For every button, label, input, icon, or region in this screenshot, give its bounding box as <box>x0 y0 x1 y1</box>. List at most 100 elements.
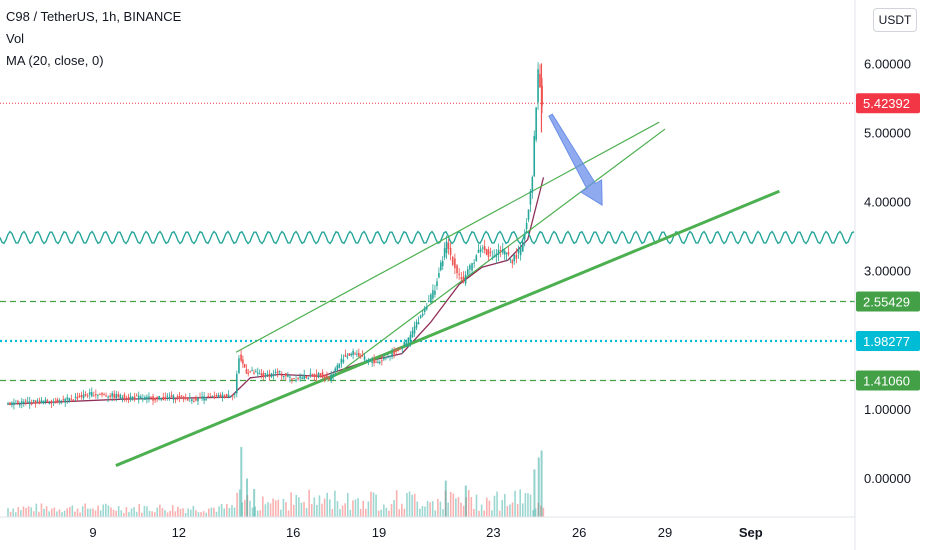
candle-body <box>103 393 105 395</box>
volume-bar <box>40 503 43 517</box>
price-badge-label: 1.98277 <box>863 334 910 349</box>
candle-body <box>373 359 375 364</box>
volume-bar <box>393 500 395 517</box>
candle-body <box>19 404 21 406</box>
candle-body <box>105 395 107 397</box>
candle-body <box>361 354 364 356</box>
volume-bar <box>138 504 141 517</box>
candle-body <box>365 359 368 361</box>
candle-body <box>50 400 53 404</box>
candle-body <box>9 402 11 405</box>
volume-bar <box>496 491 498 517</box>
volume-bar <box>401 503 403 517</box>
candle-body <box>405 342 408 347</box>
candle-body <box>82 394 85 399</box>
volume-bar <box>516 504 519 517</box>
volume-label[interactable]: Vol <box>6 31 25 46</box>
candle-body <box>430 294 432 303</box>
volume-bar <box>267 502 269 517</box>
candle-body <box>377 361 379 363</box>
candle-body <box>466 269 469 276</box>
volume-bar <box>215 511 218 517</box>
candle-body <box>387 356 389 358</box>
volume-bar <box>429 502 431 517</box>
price-axis[interactable]: 6.00000 5.00000 4.00000 3.00000 1.00000 0.000… <box>854 0 911 550</box>
volume-bar <box>364 508 367 517</box>
volume-bar <box>30 507 32 517</box>
volume-bar <box>125 507 128 517</box>
volume-bar <box>310 503 313 517</box>
candle-body <box>40 400 43 404</box>
volume-spike <box>240 447 243 517</box>
volume-bar <box>231 505 233 517</box>
candle-body <box>88 392 91 395</box>
volume-bar <box>236 492 238 517</box>
volume-bar <box>17 507 20 517</box>
candle-body <box>22 401 25 404</box>
volume-bar <box>195 510 197 517</box>
volume-spike <box>537 457 540 517</box>
volume-bar <box>357 498 359 517</box>
volume-bar <box>213 507 215 517</box>
candle-body <box>119 394 122 399</box>
time-axis[interactable]: 9 12 16 19 23 26 29 Sep <box>0 516 855 540</box>
indicator-label[interactable]: MA (20, close, 0) <box>6 53 104 68</box>
candle-body <box>413 326 416 334</box>
volume-bar <box>128 512 130 517</box>
candle-body <box>338 363 341 369</box>
candle-body <box>133 396 136 400</box>
candle-body <box>127 396 130 399</box>
candle-body <box>268 373 271 378</box>
volume-bar <box>321 503 323 517</box>
candle-body <box>527 209 530 220</box>
candle-body <box>497 249 500 255</box>
price-badge-level <box>856 370 920 391</box>
volume-bar <box>408 491 411 517</box>
candle-body <box>131 396 134 400</box>
candle-body <box>428 300 430 303</box>
volume-bar <box>282 498 285 517</box>
candle-body <box>381 360 383 362</box>
volume-bar <box>380 509 383 517</box>
ma-line <box>7 177 545 405</box>
x-tick-label: 19 <box>372 525 386 540</box>
candle-body <box>462 276 465 282</box>
candle-body <box>24 400 27 402</box>
volume-bar <box>452 493 455 517</box>
volume-bar <box>511 502 514 517</box>
candle-body <box>289 376 291 378</box>
symbol-title[interactable]: C98 / TetherUS, 1h, BINANCE <box>6 9 182 24</box>
volume-bar <box>27 506 30 517</box>
volume-bar <box>81 506 84 517</box>
volume-bar <box>86 508 89 517</box>
volume-bar <box>225 504 228 517</box>
price-badge-label: 2.55429 <box>863 294 910 309</box>
candle-body <box>441 260 444 267</box>
volume-bar <box>97 505 99 517</box>
volume-bar <box>339 509 341 517</box>
candle-body <box>489 251 492 253</box>
volume-bar <box>228 508 231 517</box>
volume-bar <box>341 505 344 517</box>
candle-body <box>375 361 377 363</box>
volume-bar <box>491 510 493 517</box>
volume-bar <box>105 503 107 517</box>
volume-bar <box>534 508 537 517</box>
volume-bar <box>38 511 40 517</box>
candle-body <box>423 307 426 312</box>
candle-body <box>211 395 214 397</box>
candle-body <box>264 373 267 375</box>
volume-bar <box>207 508 210 517</box>
sine-wave <box>0 230 855 245</box>
volume-bar <box>372 492 375 517</box>
candle-body <box>336 365 339 370</box>
candle-body <box>425 306 428 310</box>
candle-body <box>189 397 191 399</box>
volume-bar <box>377 510 380 517</box>
volume-bar <box>274 500 277 517</box>
volume-bar <box>503 494 506 517</box>
candle-body <box>280 374 283 377</box>
candle-body <box>438 272 440 278</box>
currency-button[interactable]: USDT <box>873 8 917 32</box>
